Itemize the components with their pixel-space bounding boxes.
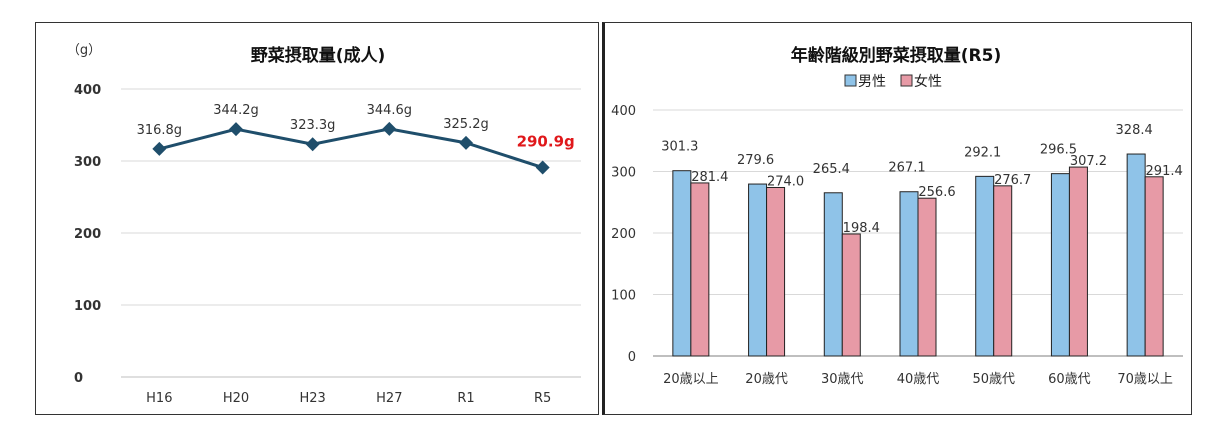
bar-value-label: 291.4	[1146, 164, 1183, 179]
bar-value-label: 301.3	[661, 140, 698, 155]
bar-male	[1126, 153, 1146, 357]
bar-male	[672, 170, 692, 357]
legend-label: 女性	[914, 73, 942, 90]
y-tick-label: 200	[611, 227, 636, 242]
x-tick-label: H27	[376, 391, 402, 406]
x-tick-label: 60歳代	[1048, 372, 1091, 387]
bar-chart-panel: 年齢階級別野菜摂取量(R5) 男性 女性 0 100 200 300 400 20歳以上 301…	[602, 22, 1192, 415]
x-tick-label: R1	[457, 391, 474, 406]
bar-male	[899, 191, 919, 357]
line-chart: 野菜摂取量(成人) （g） 0 100 200 300 400 H16 H20 H23 H27 R…	[67, 43, 581, 406]
bar-value-label: 279.6	[737, 153, 774, 168]
bar-male	[823, 192, 843, 357]
data-point	[382, 121, 397, 136]
bar-male	[975, 175, 995, 357]
data-label: 325.2g	[443, 117, 488, 132]
y-tick-label: 400	[74, 83, 101, 98]
x-tick-label: H23	[300, 391, 326, 406]
bar-male	[1050, 173, 1070, 357]
bar-chart-title: 年齢階級別野菜摂取量(R5)	[791, 45, 1001, 66]
data-point	[535, 160, 550, 175]
bar-value-label: 274.0	[767, 174, 804, 189]
x-tick-label: H20	[223, 391, 249, 406]
data-label: 344.2g	[213, 103, 258, 118]
bar-value-label: 256.6	[918, 185, 955, 200]
legend-swatch	[900, 74, 913, 87]
y-tick-label: 100	[611, 289, 636, 304]
y-tick-label: 0	[628, 350, 636, 365]
x-tick-label: 40歳代	[897, 372, 940, 387]
bar-female	[993, 185, 1013, 357]
bar-female	[766, 186, 786, 357]
data-label: 344.6g	[367, 103, 412, 118]
legend-label: 男性	[858, 74, 886, 90]
bar-chart: 年齢階級別野菜摂取量(R5) 男性 女性 0 100 200 300 400 20歳以上 301…	[611, 45, 1183, 387]
bar-value-label: 281.4	[691, 170, 728, 185]
line-chart-panel: 野菜摂取量(成人) （g） 0 100 200 300 400 H16 H20 H23 H27 R…	[35, 22, 599, 415]
bar-value-label: 267.1	[888, 161, 925, 176]
x-tick-label: 20歳代	[745, 372, 788, 387]
x-tick-label: 70歳以上	[1117, 372, 1173, 387]
bar-value-label: 307.2	[1070, 154, 1107, 169]
bar-value-label: 276.7	[994, 173, 1031, 188]
bar-female	[690, 182, 710, 357]
bar-female	[841, 233, 861, 357]
bar-value-label: 296.5	[1040, 143, 1077, 158]
data-label: 323.3g	[290, 118, 335, 133]
bar-female	[1144, 176, 1164, 357]
line-chart-title: 野菜摂取量(成人)	[251, 45, 386, 66]
bar-female	[917, 197, 937, 357]
x-tick-label: 30歳代	[821, 372, 864, 387]
data-label: 316.8g	[137, 123, 182, 138]
y-tick-label: 200	[74, 227, 101, 242]
line-chart-unit-label: （g）	[67, 43, 101, 58]
data-point	[459, 135, 473, 150]
y-tick-label: 0	[74, 371, 83, 386]
data-point	[229, 122, 243, 137]
bar-female	[1068, 166, 1088, 357]
x-tick-label: 20歳以上	[663, 372, 719, 387]
bar-value-label: 198.4	[843, 221, 880, 236]
legend-swatch	[844, 74, 857, 87]
y-tick-label: 100	[74, 299, 101, 314]
data-point	[152, 141, 167, 156]
y-tick-label: 400	[611, 104, 636, 119]
data-label: 290.9g	[517, 133, 575, 151]
bar-value-label: 328.4	[1116, 123, 1153, 138]
y-tick-label: 300	[611, 166, 636, 181]
bar-value-label: 292.1	[964, 145, 1001, 160]
data-point	[305, 137, 320, 152]
x-tick-label: R5	[534, 391, 551, 406]
series-line	[158, 127, 544, 169]
x-tick-label: H16	[146, 391, 172, 406]
y-tick-label: 300	[74, 155, 101, 170]
bar-value-label: 265.4	[813, 162, 850, 177]
bar-male	[748, 183, 768, 357]
x-tick-label: 50歳代	[972, 372, 1015, 387]
